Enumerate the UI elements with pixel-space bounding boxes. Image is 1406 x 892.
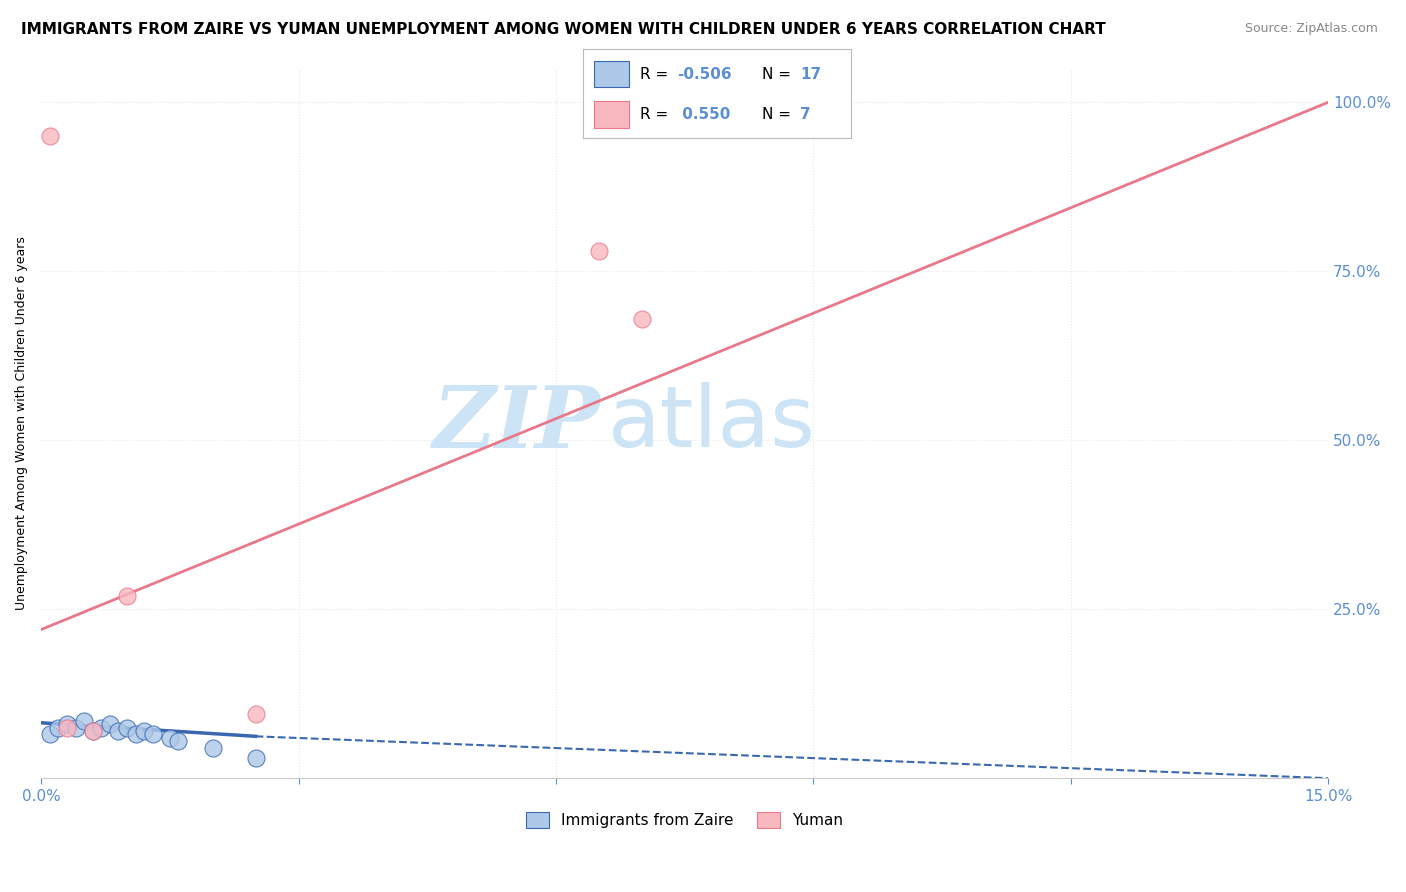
Text: atlas: atlas: [607, 382, 815, 465]
Text: 7: 7: [800, 107, 810, 121]
Text: 0.550: 0.550: [678, 107, 730, 121]
Point: [82, 723, 104, 738]
Text: N =: N =: [762, 67, 796, 81]
Text: ZIP: ZIP: [433, 382, 600, 465]
Point: [82, 723, 104, 738]
Point: [56, 717, 79, 731]
Point: [107, 723, 129, 738]
Point: [245, 706, 267, 721]
FancyBboxPatch shape: [595, 61, 628, 87]
Text: -0.506: -0.506: [678, 67, 731, 81]
Point: [98, 717, 121, 731]
Point: [115, 721, 138, 735]
Text: N =: N =: [762, 107, 796, 121]
Point: [38, 129, 60, 144]
Point: [159, 731, 181, 745]
Point: [134, 723, 156, 738]
Text: Source: ZipAtlas.com: Source: ZipAtlas.com: [1244, 22, 1378, 36]
Text: 17: 17: [800, 67, 821, 81]
Legend: Immigrants from Zaire, Yuman: Immigrants from Zaire, Yuman: [520, 806, 849, 834]
Point: [201, 740, 224, 755]
Point: [38, 727, 60, 741]
Point: [588, 244, 610, 258]
Point: [73, 714, 96, 728]
Point: [167, 734, 190, 748]
Text: R =: R =: [640, 107, 672, 121]
Point: [48, 721, 70, 735]
FancyBboxPatch shape: [595, 101, 628, 128]
Point: [630, 311, 652, 326]
Text: IMMIGRANTS FROM ZAIRE VS YUMAN UNEMPLOYMENT AMONG WOMEN WITH CHILDREN UNDER 6 YE: IMMIGRANTS FROM ZAIRE VS YUMAN UNEMPLOYM…: [21, 22, 1107, 37]
Text: R =: R =: [640, 67, 672, 81]
Point: [56, 721, 79, 735]
Y-axis label: Unemployment Among Women with Children Under 6 years: Unemployment Among Women with Children U…: [15, 236, 28, 610]
Point: [142, 727, 165, 741]
Point: [124, 727, 146, 741]
Point: [65, 721, 87, 735]
Point: [115, 589, 138, 603]
Point: [245, 751, 267, 765]
Point: [90, 721, 112, 735]
